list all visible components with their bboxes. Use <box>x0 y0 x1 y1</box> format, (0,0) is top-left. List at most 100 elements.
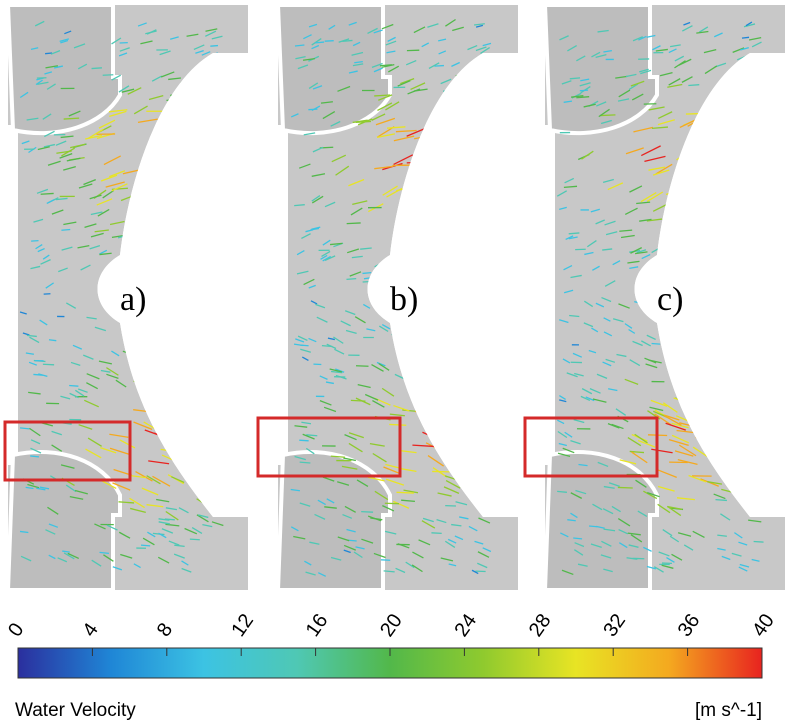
velocity-vector <box>604 280 616 287</box>
velocity-vector <box>51 430 62 436</box>
velocity-vector <box>434 64 444 67</box>
velocity-vector <box>51 209 64 215</box>
velocity-vector <box>640 191 657 203</box>
domain <box>278 5 518 590</box>
velocity-vector <box>108 109 128 113</box>
velocity-vector <box>674 60 686 69</box>
velocity-vector <box>703 49 717 54</box>
velocity-vector <box>617 98 630 102</box>
velocity-vector <box>405 59 417 66</box>
velocity-vector <box>43 143 56 148</box>
velocity-vector <box>306 434 318 437</box>
velocity-vector <box>611 505 621 513</box>
velocity-vector <box>471 569 479 575</box>
velocity-vector <box>432 467 448 478</box>
velocity-vector <box>681 76 693 83</box>
velocity-vector <box>421 42 430 48</box>
velocity-vector <box>86 316 97 320</box>
cutout <box>367 53 518 517</box>
velocity-vector <box>119 439 136 449</box>
velocity-vector <box>191 527 203 534</box>
velocity-vector <box>739 563 750 568</box>
velocity-vector <box>111 183 128 192</box>
velocity-vector <box>317 499 326 506</box>
velocity-vector <box>427 23 439 28</box>
velocity-vector <box>118 85 130 93</box>
velocity-vector <box>46 198 55 205</box>
velocity-vector <box>574 372 584 377</box>
colorbar-tick-label: 16 <box>302 610 333 641</box>
colorbar-tick-label: 4 <box>78 619 102 641</box>
velocity-vector <box>591 327 599 333</box>
velocity-vector <box>583 300 594 308</box>
velocity-vector <box>346 528 356 533</box>
velocity-vector <box>335 368 345 373</box>
velocity-vector <box>640 69 652 75</box>
velocity-vector <box>323 406 337 413</box>
velocity-vector <box>652 169 670 176</box>
velocity-vector <box>640 145 661 157</box>
lower-runner <box>5 450 122 592</box>
velocity-vector <box>654 413 672 426</box>
velocity-vector <box>356 479 369 488</box>
velocity-vector <box>30 439 41 445</box>
velocity-vector <box>158 518 170 521</box>
velocity-vector <box>629 266 639 269</box>
velocity-vector <box>34 20 45 27</box>
velocity-vector <box>355 365 369 367</box>
velocity-vector <box>328 24 336 30</box>
velocity-vector <box>692 530 705 538</box>
velocity-vector <box>196 514 209 523</box>
velocity-vector <box>299 502 311 507</box>
velocity-vector <box>395 567 406 574</box>
velocity-vector <box>639 218 652 222</box>
velocity-vector <box>559 206 567 211</box>
velocity-vector <box>676 497 695 501</box>
velocity-vector <box>602 178 614 183</box>
velocity-vector <box>745 21 753 27</box>
velocity-vector <box>341 465 358 470</box>
velocity-vector <box>37 81 49 86</box>
velocity-vector <box>94 229 109 233</box>
velocity-vector <box>111 234 125 238</box>
velocity-vector <box>324 506 337 509</box>
velocity-vector <box>563 265 573 271</box>
velocity-vector <box>338 38 350 43</box>
velocity-vector <box>165 510 179 521</box>
velocity-vector <box>91 559 102 567</box>
velocity-vector <box>30 455 40 458</box>
velocity-vector <box>371 113 386 121</box>
velocity-vector <box>677 458 698 466</box>
velocity-vector <box>635 479 647 488</box>
lower-runner <box>542 450 659 592</box>
velocity-vector <box>646 565 657 570</box>
velocity-vector <box>146 504 164 508</box>
velocity-vector <box>431 532 442 535</box>
velocity-vector <box>109 447 130 455</box>
velocity-vector <box>80 264 91 271</box>
velocity-vector <box>406 127 427 137</box>
velocity-vector <box>618 529 629 535</box>
velocity-vector <box>389 423 407 426</box>
velocity-vector <box>308 108 318 111</box>
velocity-vector <box>348 70 358 74</box>
velocity-vector <box>301 233 311 239</box>
velocity-vector <box>378 94 393 101</box>
velocity-vector <box>193 44 205 51</box>
velocity-vector <box>393 154 414 165</box>
velocity-vector <box>598 108 610 118</box>
velocity-vector <box>357 118 373 126</box>
velocity-vector <box>611 423 624 430</box>
velocity-vector <box>681 25 693 32</box>
velocity-vector <box>562 447 575 454</box>
velocity-vector <box>164 518 175 521</box>
panel-label: c) <box>657 281 683 318</box>
velocity-vector <box>634 433 648 444</box>
velocity-vector <box>715 498 727 502</box>
velocity-vector <box>649 406 664 412</box>
velocity-vector <box>69 384 79 387</box>
velocity-vector <box>663 414 682 426</box>
velocity-vector <box>48 339 57 342</box>
velocity-vector <box>666 557 675 563</box>
velocity-vector <box>386 478 405 486</box>
